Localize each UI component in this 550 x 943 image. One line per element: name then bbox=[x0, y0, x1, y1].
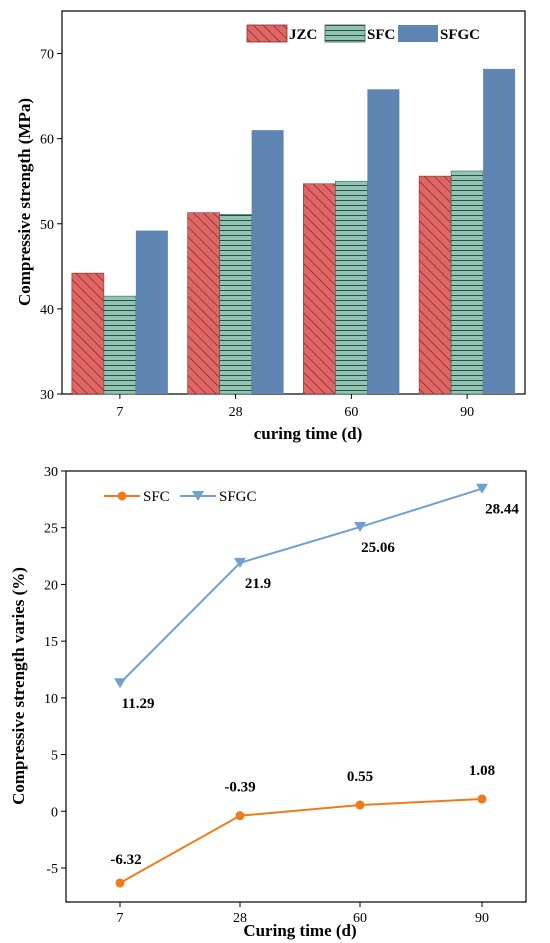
line-y-tick-label-5: 5 bbox=[51, 749, 58, 764]
line-x-axis-title: Curing time (d) bbox=[243, 921, 356, 940]
point-sfc-28 bbox=[235, 811, 245, 821]
bar-x-ticks: 7 28 60 90 bbox=[116, 394, 474, 420]
data-label-sfgc-28: 21.9 bbox=[245, 576, 271, 592]
bar-sfc-28 bbox=[219, 214, 252, 395]
legend-label-line-sfgc: SFGC bbox=[219, 489, 257, 505]
bar-chart-frame bbox=[61, 10, 526, 395]
bar-jzc-7 bbox=[71, 272, 105, 395]
line-y-tick-label-20: 20 bbox=[44, 578, 58, 593]
data-label-sfc-28: -0.39 bbox=[224, 780, 255, 796]
data-label-sfgc-90: 28.44 bbox=[485, 502, 519, 518]
bar-marks bbox=[71, 68, 516, 395]
bar-jzc-90 bbox=[418, 175, 452, 395]
line-marks: -6.32 -0.39 0.55 1.08 11.29 21.9 25.06 28.44 bbox=[110, 483, 519, 888]
bar-sfc-60 bbox=[335, 180, 368, 395]
bar-chart: 30 40 50 60 70 7 28 60 90 Compressive strength … bbox=[15, 10, 526, 443]
data-label-sfgc-60: 25.06 bbox=[361, 540, 395, 556]
line-y-tick-label--5: -5 bbox=[46, 862, 58, 877]
legend-label-sfgc: SFGC bbox=[440, 27, 480, 43]
legend-marker-sfc bbox=[117, 491, 127, 501]
bar-y-tick-label-70: 70 bbox=[40, 48, 54, 63]
line-x-tick-label-60: 60 bbox=[353, 911, 367, 926]
line-y-tick-label-15: 15 bbox=[44, 635, 58, 650]
bar-x-tick-label-7: 7 bbox=[116, 405, 123, 420]
line-chart: -5 0 5 10 15 20 25 30 7 28 60 90 -6.32 -0.39 0.55 1.0… bbox=[9, 465, 527, 940]
bar-y-axis-title: Compressive strength (MPa) bbox=[15, 98, 34, 306]
line-y-ticks: -5 0 5 10 15 20 25 30 bbox=[44, 465, 66, 877]
line-series-sfgc bbox=[119, 487, 483, 684]
line-x-tick-label-7: 7 bbox=[117, 911, 124, 926]
bar-y-tick-label-30: 30 bbox=[40, 388, 54, 403]
line-y-tick-label-0: 0 bbox=[51, 805, 58, 820]
legend-label-line-sfc: SFC bbox=[143, 489, 170, 505]
bar-y-tick-label-50: 50 bbox=[40, 218, 54, 233]
bar-sfgc-60 bbox=[367, 89, 400, 395]
line-y-tick-label-30: 30 bbox=[44, 465, 58, 480]
bar-sfgc-7 bbox=[135, 230, 168, 394]
point-sfgc-7 bbox=[114, 678, 126, 689]
bar-y-tick-label-60: 60 bbox=[40, 133, 54, 148]
bar-jzc-60 bbox=[303, 183, 336, 395]
legend-label-jzc: JZC bbox=[289, 27, 317, 43]
line-x-tick-label-90: 90 bbox=[475, 911, 489, 926]
line-y-axis-title: Compressive strength varies (%) bbox=[9, 567, 28, 805]
point-sfgc-60 bbox=[354, 522, 366, 533]
line-series-sfc bbox=[119, 798, 483, 884]
data-label-sfgc-7: 11.29 bbox=[122, 696, 155, 712]
point-sfgc-90 bbox=[476, 483, 488, 494]
point-sfc-7 bbox=[115, 878, 125, 888]
data-label-sfc-7: -6.32 bbox=[110, 852, 141, 868]
bar-x-tick-label-60: 60 bbox=[344, 405, 358, 420]
point-sfc-90 bbox=[477, 794, 487, 804]
line-y-tick-label-25: 25 bbox=[44, 522, 58, 537]
bar-sfgc-28 bbox=[251, 130, 284, 394]
data-label-sfc-90: 1.08 bbox=[469, 763, 495, 779]
data-label-sfc-60: 0.55 bbox=[347, 769, 373, 785]
legend-swatch-sfgc bbox=[398, 25, 438, 42]
legend-marker-sfgc bbox=[192, 491, 204, 501]
bar-sfc-90 bbox=[450, 170, 484, 395]
bar-x-tick-label-28: 28 bbox=[229, 405, 243, 420]
bar-sfgc-90 bbox=[483, 68, 516, 395]
bar-sfc-7 bbox=[103, 295, 137, 395]
line-legend: SFC SFGC bbox=[104, 489, 257, 505]
line-chart-frame bbox=[65, 470, 527, 903]
line-x-ticks: 7 28 60 90 bbox=[117, 902, 489, 926]
point-sfgc-28 bbox=[234, 557, 246, 568]
bar-x-axis-title: curing time (d) bbox=[254, 424, 363, 443]
line-x-tick-label-28: 28 bbox=[233, 911, 247, 926]
legend-label-sfc: SFC bbox=[367, 27, 395, 43]
legend-swatch-sfc bbox=[324, 24, 366, 43]
bar-x-tick-label-90: 90 bbox=[460, 405, 474, 420]
bar-y-ticks: 30 40 50 60 70 bbox=[40, 48, 62, 403]
bar-legend: JZC SFC SFGC bbox=[246, 24, 480, 43]
point-sfc-60 bbox=[355, 800, 365, 810]
bar-y-tick-label-40: 40 bbox=[40, 303, 54, 318]
legend-swatch-jzc bbox=[246, 24, 288, 43]
bar-jzc-28 bbox=[187, 212, 220, 395]
line-y-tick-label-10: 10 bbox=[44, 692, 58, 707]
